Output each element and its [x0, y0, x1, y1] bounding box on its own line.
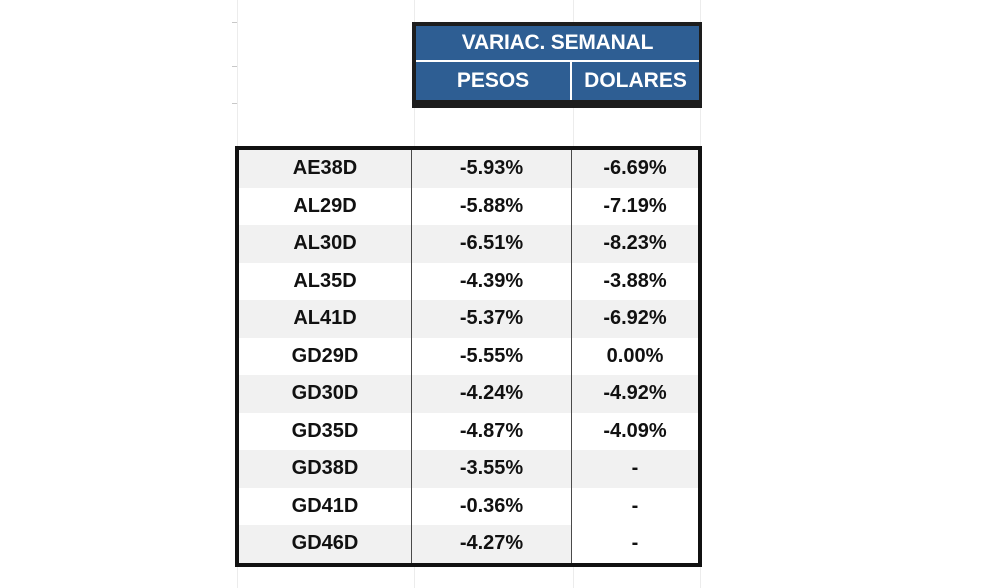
sheet-gridline — [232, 66, 237, 67]
bond-ticker: GD29D — [239, 337, 412, 375]
table-row: AL29D -5.88% -7.19% — [239, 187, 698, 225]
pesos-variation: -5.93% — [412, 150, 572, 188]
bond-ticker: GD38D — [239, 450, 412, 488]
table-row: AE38D -5.93% -6.69% — [239, 150, 698, 188]
dolares-variation: -4.09% — [603, 419, 667, 442]
table-row: GD41D -0.36% - — [239, 487, 698, 525]
pesos-variation: -5.88% — [412, 187, 572, 225]
dolares-variation: - — [631, 494, 639, 517]
table-row: GD46D -4.27% - — [239, 525, 698, 563]
bond-ticker: GD30D — [239, 375, 412, 413]
table-row: AL35D -4.39% -3.88% — [239, 262, 698, 300]
sheet-gridline — [232, 22, 237, 23]
pesos-variation: -6.51% — [412, 225, 572, 263]
pesos-variation: -5.55% — [412, 337, 572, 375]
dolares-variation: - — [572, 525, 698, 563]
dolares-variation: - — [572, 450, 698, 488]
pesos-variation: -4.27% — [412, 525, 572, 563]
dolares-variation: -3.88% — [603, 269, 667, 292]
pesos-variation: -5.37% — [412, 300, 572, 338]
table-row: GD29D -5.55% 0.00% — [239, 337, 698, 375]
pesos-variation: -4.39% — [412, 262, 572, 300]
pesos-variation: -0.36% — [412, 487, 572, 525]
bond-ticker: AE38D — [239, 150, 412, 188]
pesos-variation: -4.24% — [412, 375, 572, 413]
bond-ticker: GD41D — [239, 487, 412, 525]
header-title: VARIAC. SEMANAL — [416, 26, 699, 62]
pesos-variation: -3.55% — [412, 450, 572, 488]
sheet-gridline — [232, 103, 237, 104]
bond-ticker: AL35D — [239, 262, 412, 300]
table-row: GD38D -3.55% - — [239, 450, 698, 488]
header-subcolumns: PESOS DOLARES — [416, 62, 699, 100]
bond-ticker: AL29D — [239, 187, 412, 225]
column-header-pesos: PESOS — [416, 62, 572, 100]
bond-ticker: AL30D — [239, 225, 412, 263]
column-header-dolares: DOLARES — [572, 62, 699, 100]
bond-ticker: AL41D — [239, 300, 412, 338]
dolares-variation: -6.92% — [572, 300, 698, 338]
dolares-variation: 0.00% — [606, 344, 664, 367]
table-row: GD30D -4.24% -4.92% — [239, 375, 698, 413]
bond-ticker: GD35D — [239, 412, 412, 450]
dolares-variation: -7.19% — [603, 194, 667, 217]
dolares-variation: -8.23% — [572, 225, 698, 263]
pesos-variation: -4.87% — [412, 412, 572, 450]
bond-variation-table: AE38D -5.93% -6.69% AL29D -5.88% -7.19% … — [235, 146, 702, 567]
bond-ticker: GD46D — [239, 525, 412, 563]
table-row: GD35D -4.87% -4.09% — [239, 412, 698, 450]
table-row: AL30D -6.51% -8.23% — [239, 225, 698, 263]
table-row: AL41D -5.37% -6.92% — [239, 300, 698, 338]
dolares-variation: -6.69% — [572, 150, 698, 188]
dolares-variation: -4.92% — [572, 375, 698, 413]
table-header: VARIAC. SEMANAL PESOS DOLARES — [412, 22, 702, 108]
